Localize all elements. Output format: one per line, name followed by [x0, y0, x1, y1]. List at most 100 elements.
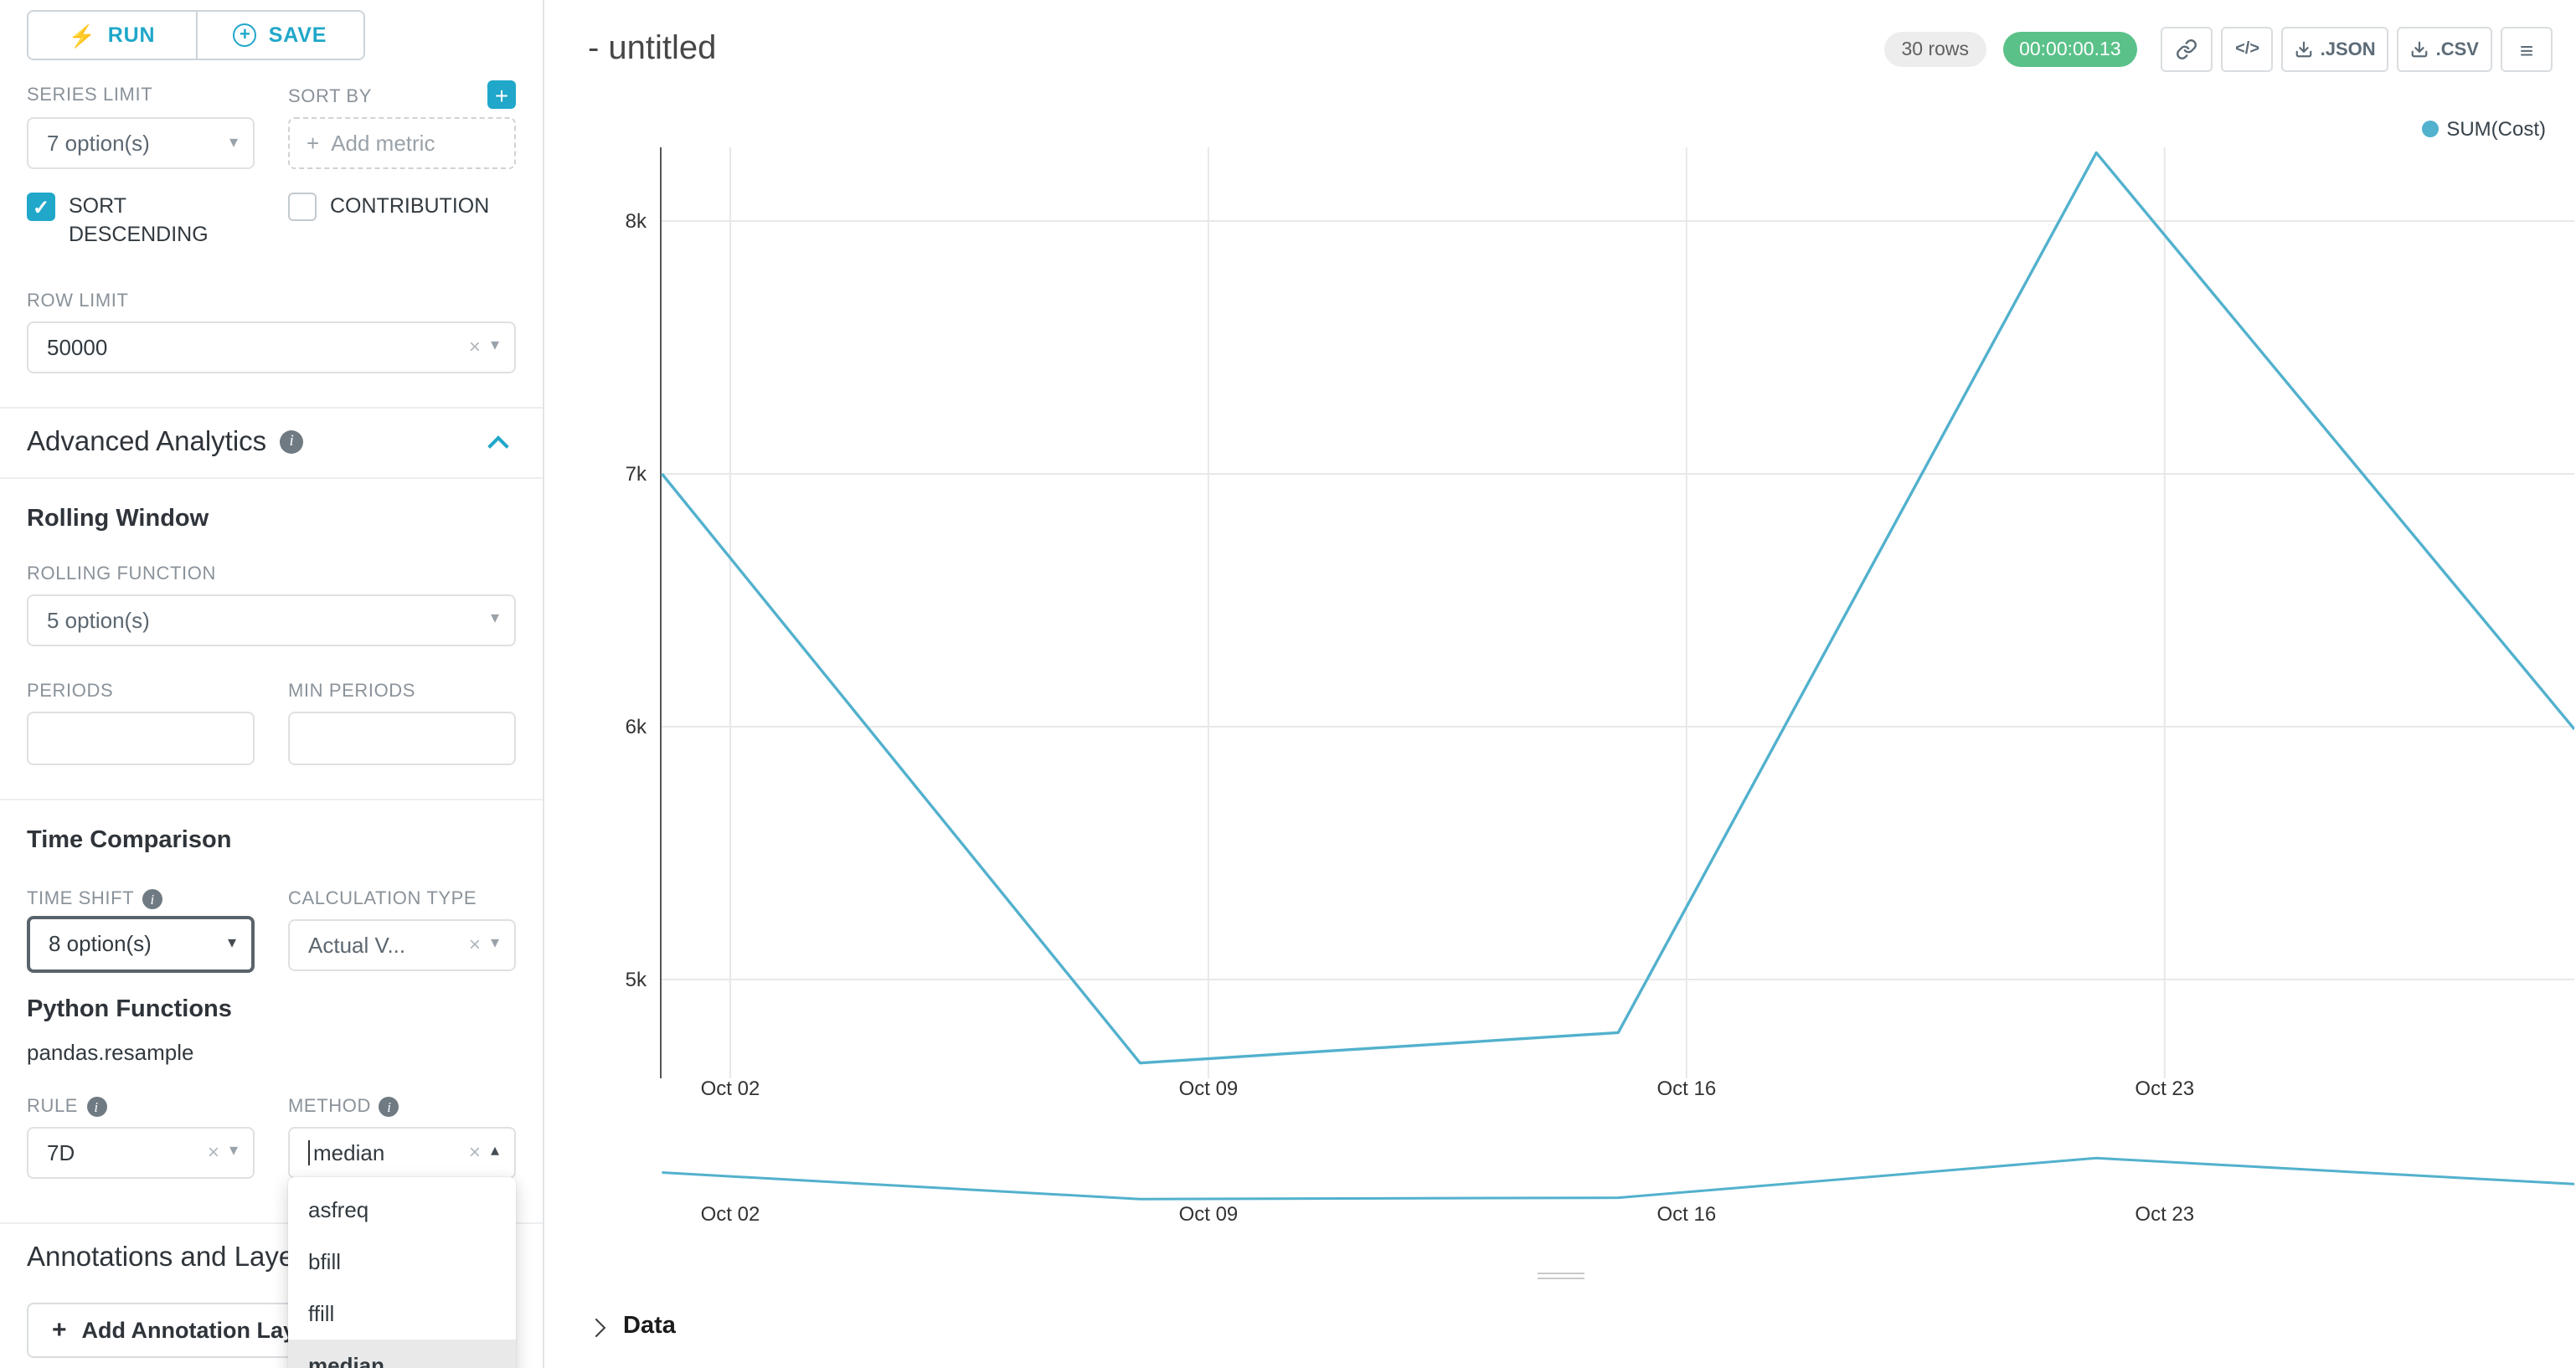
method-combobox[interactable]: median × ▴ [288, 1126, 516, 1179]
legend-dot-icon [2421, 121, 2439, 137]
calculation-type-value: Actual V... [308, 932, 406, 958]
rule-select[interactable]: 7D × ▾ [27, 1126, 255, 1179]
clear-icon[interactable]: × [207, 1140, 219, 1165]
method-dropdown: asfreq bfill ffill median [288, 1176, 516, 1368]
csv-label: .CSV [2435, 39, 2479, 59]
divider [0, 476, 543, 479]
rule-label: RULE [27, 1096, 79, 1117]
download-json-button[interactable]: .JSON [2281, 27, 2389, 72]
plus-icon: + [52, 1315, 67, 1345]
annotations-header[interactable]: Annotations and Layers [27, 1224, 516, 1293]
add-metric-placeholder: Add metric [331, 131, 435, 156]
chevron-up-icon[interactable] [487, 435, 509, 457]
advanced-analytics-header[interactable]: Advanced Analytics i [27, 409, 516, 477]
menu-button[interactable]: ≡ [2501, 27, 2553, 72]
export-toolbar: </> .JSON .CSV ≡ [2161, 27, 2553, 72]
sort-descending-checkbox[interactable]: ✓ SORT DESCENDING [27, 193, 255, 249]
add-metric-plus-button[interactable]: + [487, 80, 516, 109]
lightning-icon: ⚡ [68, 23, 96, 48]
download-icon [2296, 41, 2312, 58]
plus-icon: + [307, 131, 320, 156]
chevron-right-icon [586, 1317, 606, 1337]
contribution-checkbox[interactable]: CONTRIBUTION [288, 193, 516, 221]
sort-by-label: SORT BY [288, 86, 372, 106]
info-icon: i [280, 430, 304, 455]
calculation-type-label: CALCULATION TYPE [288, 888, 477, 909]
svg-text:Oct 09: Oct 09 [1179, 1203, 1239, 1226]
download-csv-button[interactable]: .CSV [2397, 27, 2492, 72]
method-label: METHOD [288, 1096, 371, 1117]
svg-text:Oct 23: Oct 23 [2135, 1203, 2194, 1226]
svg-text:Oct 02: Oct 02 [701, 1203, 760, 1226]
method-label-row: METHOD i [288, 1095, 516, 1119]
svg-text:Oct 23: Oct 23 [2135, 1077, 2194, 1100]
pane-drag-handle[interactable] [1537, 1268, 1584, 1283]
chart-header: - untitled 30 rows 00:00:00.13 </> .JSON… [544, 0, 2576, 72]
svg-text:Oct 02: Oct 02 [701, 1077, 760, 1100]
checkbox-checked-icon: ✓ [27, 193, 55, 221]
time-shift-select[interactable]: 8 option(s) ▾ [27, 915, 255, 973]
time-shift-label-row: TIME SHIFT i [27, 887, 255, 911]
min-periods-label: MIN PERIODS [288, 681, 416, 702]
python-functions-title: Python Functions [27, 995, 232, 1023]
query-timer-badge: 00:00:00.13 [2002, 32, 2138, 67]
svg-text:Oct 16: Oct 16 [1656, 1203, 1716, 1226]
clear-icon[interactable]: × [468, 1140, 481, 1165]
caret-down-icon: ▾ [490, 337, 499, 356]
add-annotation-label: Add Annotation Layer [81, 1317, 317, 1343]
calculation-type-select[interactable]: Actual V... × ▾ [288, 918, 516, 971]
sort-by-add-metric[interactable]: + Add metric [288, 117, 516, 169]
caret-up-icon: ▴ [490, 1142, 499, 1161]
pandas-resample-label: pandas.resample [27, 1039, 194, 1065]
time-shift-label: TIME SHIFT [27, 888, 135, 909]
dropdown-option-asfreq[interactable]: asfreq [288, 1183, 516, 1236]
rolling-function-value: 5 option(s) [47, 607, 150, 633]
series-limit-select[interactable]: 7 option(s) ▾ [27, 117, 255, 169]
save-label: SAVE [268, 23, 327, 47]
download-icon [2412, 41, 2428, 58]
code-icon: </> [2235, 40, 2260, 59]
svg-text:Oct 09: Oct 09 [1179, 1077, 1239, 1100]
dropdown-option-median[interactable]: median [288, 1339, 516, 1368]
control-panel: ⚡ RUN + SAVE SERIES LIMIT SORT BY + 7 op… [0, 0, 544, 1368]
share-link-button[interactable] [2161, 27, 2213, 72]
chart-preview-brush[interactable]: Oct 02 Oct 09 Oct 16 Oct 23 [596, 1139, 2574, 1236]
clear-icon[interactable]: × [468, 335, 481, 359]
legend-label: SUM(Cost) [2446, 117, 2546, 141]
clear-icon[interactable]: × [468, 933, 481, 957]
data-panel-label: Data [623, 1313, 676, 1340]
rule-label-row: RULE i [27, 1095, 255, 1119]
dropdown-option-bfill[interactable]: bfill [288, 1235, 516, 1288]
periods-label: PERIODS [27, 681, 114, 702]
line-chart[interactable]: Oct 02 Oct 09 Oct 16 Oct 23 8k 7k 6k 5k [596, 141, 2574, 1129]
embed-code-button[interactable]: </> [2221, 27, 2274, 72]
json-label: .JSON [2320, 39, 2376, 59]
periods-input[interactable] [27, 711, 255, 765]
sort-descending-label: SORT DESCENDING [69, 194, 209, 246]
row-count-badge: 30 rows [1884, 32, 1986, 67]
rolling-function-select[interactable]: 5 option(s) ▾ [27, 594, 516, 646]
divider [0, 406, 543, 409]
data-collapse-row[interactable]: Data [586, 1313, 676, 1340]
save-button[interactable]: + SAVE [197, 12, 363, 59]
chart-area: - untitled 30 rows 00:00:00.13 </> .JSON… [544, 0, 2576, 1368]
time-comparison-title: Time Comparison [27, 826, 232, 854]
advanced-analytics-title: Advanced Analytics [27, 426, 267, 457]
method-value: median [313, 1139, 385, 1165]
run-button[interactable]: ⚡ RUN [28, 12, 197, 59]
svg-text:5k: 5k [626, 969, 647, 991]
run-save-group: ⚡ RUN + SAVE [27, 10, 365, 60]
dropdown-option-ffill[interactable]: ffill [288, 1287, 516, 1340]
chart-title[interactable]: - untitled [588, 30, 717, 67]
time-shift-value: 8 option(s) [49, 931, 152, 957]
divider [0, 1221, 543, 1224]
legend[interactable]: SUM(Cost) [2421, 117, 2546, 141]
info-icon: i [86, 1096, 107, 1117]
min-periods-input[interactable] [288, 711, 516, 765]
text-cursor [308, 1139, 310, 1165]
row-limit-select[interactable]: 50000 × ▾ [27, 321, 516, 373]
svg-text:7k: 7k [626, 463, 647, 486]
series-limit-value: 7 option(s) [47, 131, 150, 156]
caret-down-icon: ▾ [229, 1142, 238, 1161]
